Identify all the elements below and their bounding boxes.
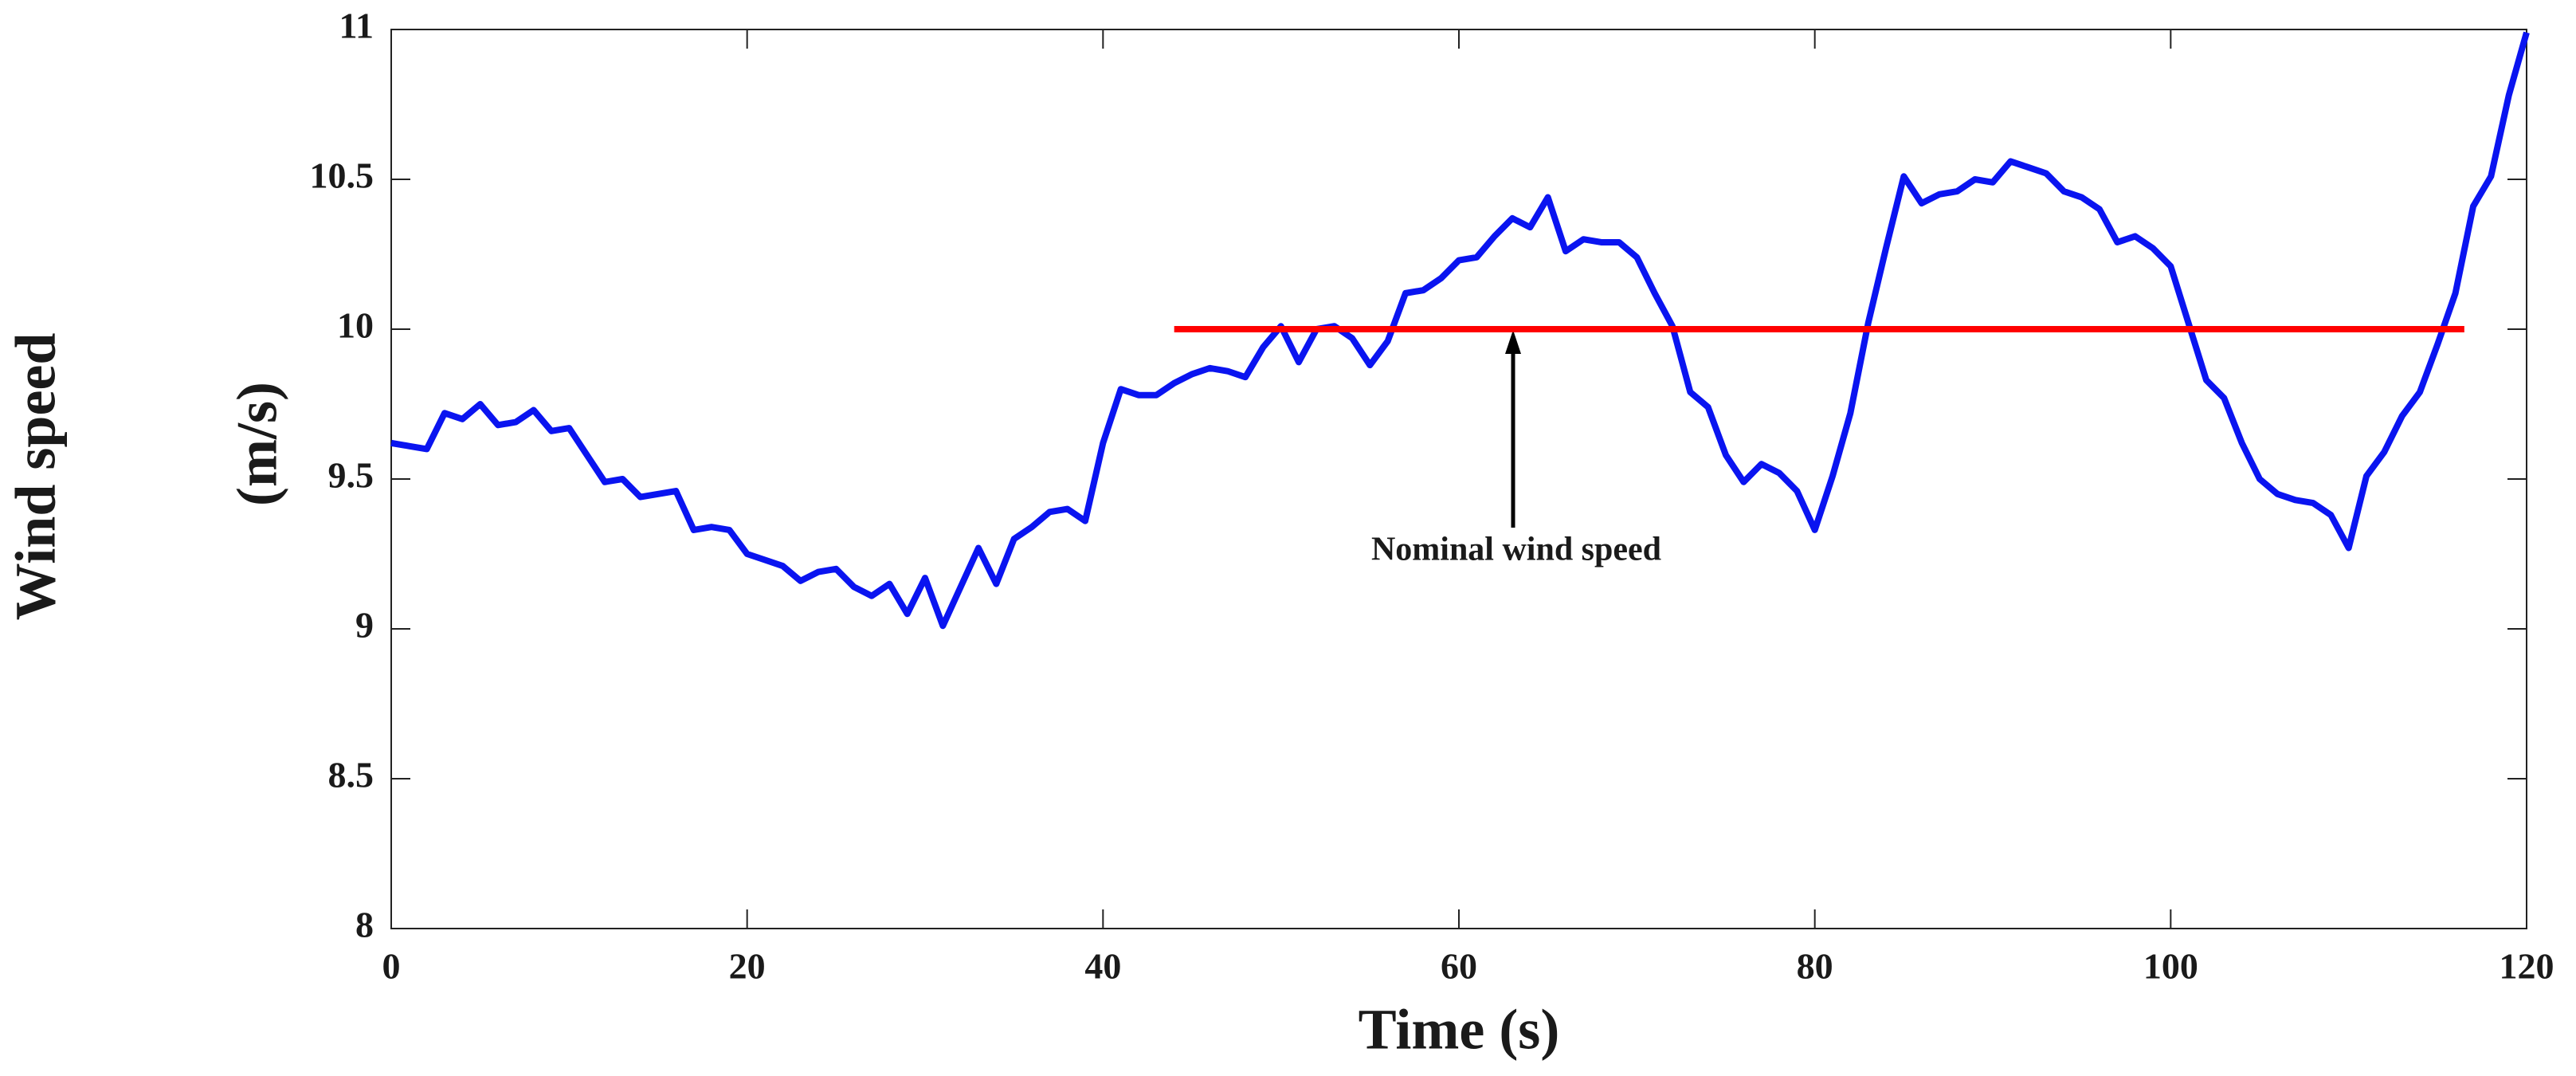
y-axis-unit: (m/s): [225, 382, 289, 506]
x-tick-label: 120: [2500, 946, 2554, 987]
y-tick-label: 9: [355, 605, 374, 646]
y-tick-label: 11: [339, 6, 374, 46]
y-tick-label: 8: [355, 905, 374, 945]
annotation-arrowhead: [1505, 330, 1521, 354]
x-tick-label: 80: [1797, 946, 1833, 987]
x-tick-label: 20: [729, 946, 766, 987]
y-tick-label: 8.5: [328, 755, 374, 795]
x-tick-label: 100: [2143, 946, 2198, 987]
y-axis-label: Wind speed: [4, 333, 68, 621]
x-axis-label: Time (s): [1359, 998, 1560, 1062]
data-line: [390, 31, 2530, 630]
y-tick-label: 10: [337, 305, 374, 346]
y-tick-label: 10.5: [310, 155, 374, 196]
y-tick-label: 9.5: [328, 455, 374, 496]
plot-frame: [390, 29, 2527, 929]
x-tick-label: 40: [1084, 946, 1121, 987]
x-tick-label: 60: [1441, 946, 1477, 987]
annotation: Nominal wind speed: [1371, 532, 1661, 568]
x-tick-label: 0: [382, 946, 401, 987]
